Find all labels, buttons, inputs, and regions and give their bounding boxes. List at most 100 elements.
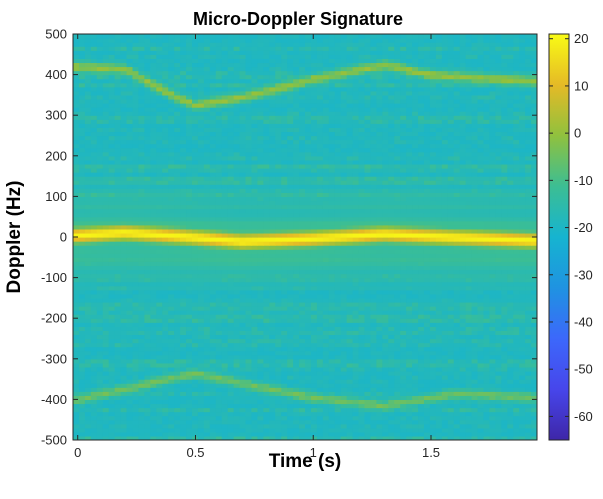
heatmap-cell bbox=[257, 322, 264, 327]
heatmap-cell bbox=[513, 208, 520, 214]
heatmap-cell bbox=[299, 216, 306, 222]
heatmap-cell bbox=[531, 257, 537, 262]
heatmap-cell bbox=[358, 358, 366, 364]
heatmap-cell bbox=[96, 354, 104, 360]
heatmap-cell bbox=[102, 204, 110, 210]
heatmap-cell bbox=[305, 257, 312, 262]
heatmap-cell bbox=[310, 435, 318, 440]
heatmap-cell bbox=[477, 427, 485, 433]
heatmap-cell bbox=[459, 253, 467, 258]
heatmap-cell bbox=[501, 326, 508, 331]
heatmap-cell bbox=[275, 257, 282, 262]
heatmap-cell bbox=[293, 330, 300, 336]
heatmap-cell bbox=[150, 180, 157, 185]
heatmap-cell bbox=[316, 237, 324, 242]
heatmap-cell bbox=[358, 330, 366, 336]
heatmap-cell bbox=[340, 297, 348, 303]
heatmap-cell bbox=[251, 431, 259, 437]
heatmap-cell bbox=[299, 346, 306, 352]
heatmap-cell bbox=[293, 224, 300, 230]
heatmap-cell bbox=[174, 293, 181, 299]
heatmap-cell bbox=[453, 257, 461, 262]
heatmap-cell bbox=[299, 314, 306, 319]
heatmap-cell bbox=[429, 342, 437, 348]
heatmap-cell bbox=[287, 370, 294, 376]
heatmap-cell bbox=[382, 180, 389, 185]
heatmap-cell bbox=[203, 387, 211, 392]
heatmap-cell bbox=[471, 200, 479, 206]
heatmap-cell bbox=[227, 354, 235, 360]
heatmap-cell bbox=[346, 241, 354, 246]
heatmap-cell bbox=[418, 350, 425, 356]
heatmap-cell bbox=[168, 301, 175, 307]
heatmap-cell bbox=[471, 338, 479, 344]
heatmap-cell bbox=[418, 342, 425, 348]
heatmap-cell bbox=[531, 375, 537, 380]
heatmap-cell bbox=[453, 196, 461, 202]
heatmap-cell bbox=[406, 261, 413, 267]
heatmap-cell bbox=[412, 232, 419, 238]
heatmap-cell bbox=[114, 342, 122, 348]
heatmap-cell bbox=[73, 176, 80, 181]
heatmap-cell bbox=[144, 318, 151, 323]
heatmap-cell bbox=[435, 204, 443, 210]
heatmap-cell bbox=[257, 216, 264, 222]
heatmap-cell bbox=[293, 334, 300, 340]
heatmap-cell bbox=[388, 395, 395, 400]
heatmap-cell bbox=[394, 188, 401, 193]
heatmap-cell bbox=[483, 419, 491, 425]
heatmap-cell bbox=[245, 200, 253, 206]
heatmap-cell bbox=[73, 395, 80, 400]
heatmap-cell bbox=[334, 224, 342, 230]
heatmap-cell bbox=[197, 403, 205, 409]
heatmap-cell bbox=[519, 285, 526, 291]
heatmap-cell bbox=[156, 301, 163, 307]
heatmap-cell bbox=[412, 435, 419, 440]
heatmap-cell bbox=[221, 285, 229, 291]
heatmap-cell bbox=[507, 403, 514, 409]
heatmap-cell bbox=[305, 407, 312, 413]
heatmap-cell bbox=[251, 253, 259, 258]
heatmap-cell bbox=[370, 318, 377, 323]
heatmap-cell bbox=[197, 293, 205, 299]
heatmap-cell bbox=[418, 188, 425, 193]
heatmap-cell bbox=[299, 237, 306, 242]
heatmap-cell bbox=[412, 362, 419, 368]
heatmap-cell bbox=[340, 435, 348, 440]
heatmap-cell bbox=[358, 192, 366, 197]
heatmap-cell bbox=[418, 281, 425, 287]
heatmap-cell bbox=[483, 257, 491, 262]
heatmap-cell bbox=[423, 224, 431, 230]
heatmap-cell bbox=[465, 383, 473, 388]
heatmap-cell bbox=[513, 261, 520, 267]
heatmap-cell bbox=[525, 301, 532, 307]
heatmap-cell bbox=[78, 200, 86, 206]
heatmap-cell bbox=[138, 375, 145, 380]
heatmap-cell bbox=[364, 265, 372, 271]
heatmap-cell bbox=[251, 310, 259, 315]
heatmap-cell bbox=[435, 261, 443, 267]
heatmap-cell bbox=[477, 354, 485, 360]
heatmap-cell bbox=[251, 281, 259, 287]
heatmap-cell bbox=[191, 391, 199, 396]
heatmap-cell bbox=[423, 338, 431, 344]
heatmap-cell bbox=[162, 427, 169, 433]
heatmap-cell bbox=[459, 237, 467, 242]
heatmap-cell bbox=[215, 281, 223, 287]
heatmap-cell bbox=[126, 387, 134, 392]
heatmap-cell bbox=[275, 314, 282, 319]
heatmap-cell bbox=[334, 232, 342, 238]
heatmap-cell bbox=[108, 338, 116, 344]
heatmap-cell bbox=[406, 228, 413, 234]
heatmap-cell bbox=[168, 192, 175, 197]
heatmap-cell bbox=[489, 220, 496, 226]
heatmap-cell bbox=[275, 330, 282, 336]
heatmap-cell bbox=[447, 253, 455, 258]
heatmap-cell bbox=[245, 196, 253, 202]
heatmap-cell bbox=[495, 399, 502, 405]
heatmap-cell bbox=[513, 237, 520, 242]
heatmap-cell bbox=[441, 301, 449, 307]
heatmap-cell bbox=[507, 391, 514, 396]
heatmap-cell bbox=[305, 184, 312, 189]
heatmap-cell bbox=[209, 387, 217, 392]
